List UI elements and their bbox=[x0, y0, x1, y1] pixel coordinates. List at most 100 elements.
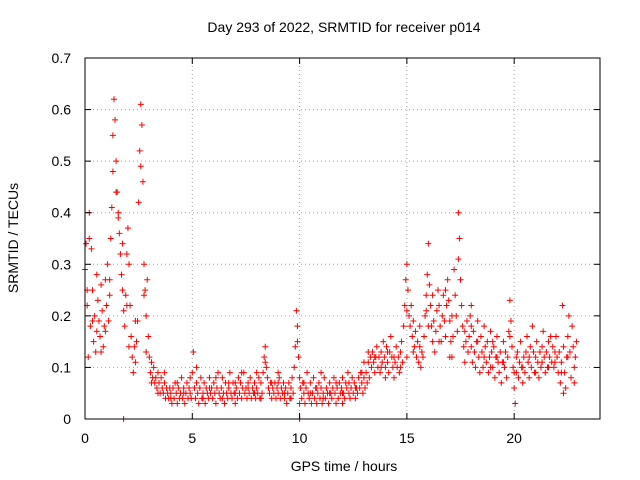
data-point bbox=[296, 374, 303, 381]
x-tick-label: 0 bbox=[81, 430, 89, 446]
data-point bbox=[410, 318, 417, 325]
data-point bbox=[524, 333, 531, 340]
data-point bbox=[360, 374, 367, 381]
data-point bbox=[547, 333, 554, 340]
data-point bbox=[461, 359, 468, 366]
data-point bbox=[501, 364, 508, 371]
data-point bbox=[253, 369, 260, 376]
data-point bbox=[293, 307, 300, 314]
data-point bbox=[89, 318, 96, 325]
data-point bbox=[238, 369, 245, 376]
data-point bbox=[294, 338, 301, 345]
data-point bbox=[423, 307, 430, 314]
data-point bbox=[556, 348, 563, 355]
data-point bbox=[181, 400, 188, 407]
data-point bbox=[439, 312, 446, 319]
data-point bbox=[294, 323, 301, 330]
data-point bbox=[304, 369, 311, 376]
data-point bbox=[434, 287, 441, 294]
data-point bbox=[425, 323, 432, 330]
data-point bbox=[535, 374, 542, 381]
data-point bbox=[572, 354, 579, 361]
data-point bbox=[132, 318, 139, 325]
data-point bbox=[368, 364, 375, 371]
data-point bbox=[233, 385, 240, 392]
data-point bbox=[86, 235, 93, 242]
data-point bbox=[423, 292, 430, 299]
data-point bbox=[352, 385, 359, 392]
data-point bbox=[90, 338, 97, 345]
data-point bbox=[487, 364, 494, 371]
data-point bbox=[153, 385, 160, 392]
data-point bbox=[167, 390, 174, 397]
data-point bbox=[100, 343, 107, 350]
data-point bbox=[355, 374, 362, 381]
data-point bbox=[144, 276, 151, 283]
data-point bbox=[131, 343, 138, 350]
data-point bbox=[298, 395, 305, 402]
data-point bbox=[311, 395, 318, 402]
data-point bbox=[441, 318, 448, 325]
data-point bbox=[196, 385, 203, 392]
data-point bbox=[403, 354, 410, 361]
data-point bbox=[366, 374, 373, 381]
data-point bbox=[125, 261, 132, 268]
data-point bbox=[442, 333, 449, 340]
data-point bbox=[489, 338, 496, 345]
data-point bbox=[520, 354, 527, 361]
data-point bbox=[152, 374, 159, 381]
data-point bbox=[532, 354, 539, 361]
data-point bbox=[275, 379, 282, 386]
data-point bbox=[187, 390, 194, 397]
data-point bbox=[345, 379, 352, 386]
data-point bbox=[553, 333, 560, 340]
data-point bbox=[300, 379, 307, 386]
data-point bbox=[138, 122, 145, 129]
data-point bbox=[446, 354, 453, 361]
data-point bbox=[505, 328, 512, 335]
data-point bbox=[557, 379, 564, 386]
data-point bbox=[474, 318, 481, 325]
data-point bbox=[125, 343, 132, 350]
data-point bbox=[458, 302, 465, 309]
data-point bbox=[232, 390, 239, 397]
data-point bbox=[429, 292, 436, 299]
y-tick-label: 0.4 bbox=[52, 205, 72, 221]
data-point bbox=[107, 235, 114, 242]
data-point bbox=[218, 385, 225, 392]
data-point bbox=[178, 374, 185, 381]
data-point bbox=[113, 189, 120, 196]
data-point bbox=[511, 369, 518, 376]
data-point bbox=[498, 379, 505, 386]
data-point bbox=[481, 323, 488, 330]
data-point bbox=[148, 379, 155, 386]
data-point bbox=[396, 369, 403, 376]
data-point bbox=[195, 400, 202, 407]
data-point bbox=[371, 354, 378, 361]
data-point bbox=[238, 395, 245, 402]
data-point bbox=[516, 359, 523, 366]
data-point bbox=[559, 302, 566, 309]
x-tick-label: 15 bbox=[399, 430, 415, 446]
data-point bbox=[569, 323, 576, 330]
data-point bbox=[517, 338, 524, 345]
data-point bbox=[280, 379, 287, 386]
data-point bbox=[485, 369, 492, 376]
data-point bbox=[384, 359, 391, 366]
data-point bbox=[264, 374, 271, 381]
data-point bbox=[550, 364, 557, 371]
data-point bbox=[419, 354, 426, 361]
data-point bbox=[509, 343, 516, 350]
data-point bbox=[560, 343, 567, 350]
data-point bbox=[303, 385, 310, 392]
data-point bbox=[474, 338, 481, 345]
data-point bbox=[193, 364, 200, 371]
data-point bbox=[245, 379, 252, 386]
data-point bbox=[519, 379, 526, 386]
y-tick-label: 0.5 bbox=[52, 153, 72, 169]
data-point bbox=[399, 359, 406, 366]
data-point bbox=[378, 348, 385, 355]
data-point bbox=[180, 385, 187, 392]
data-point bbox=[168, 400, 175, 407]
